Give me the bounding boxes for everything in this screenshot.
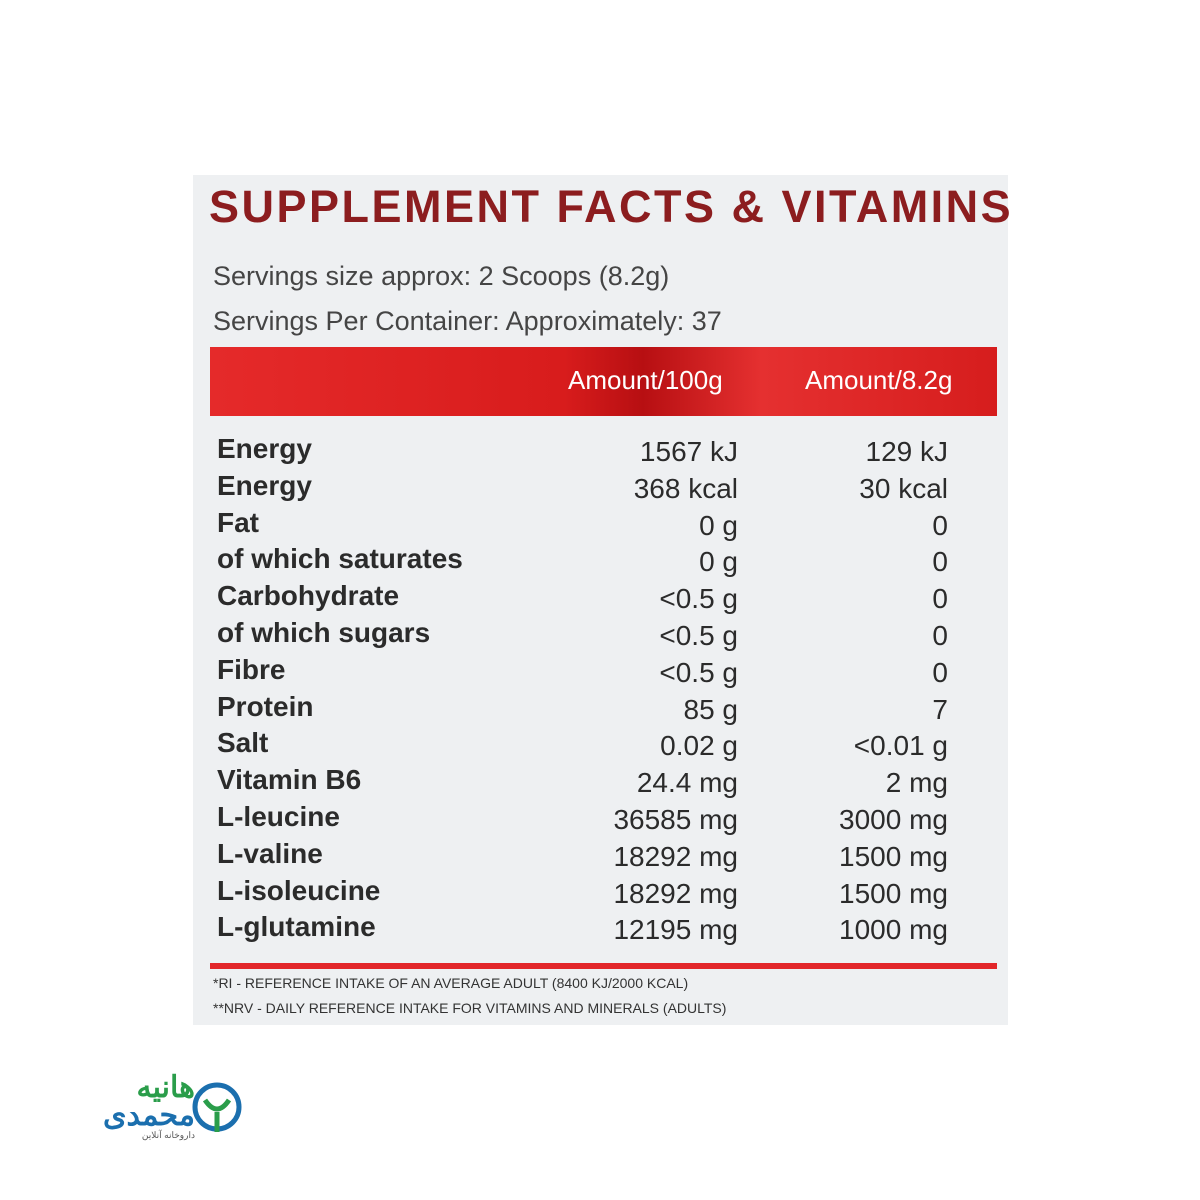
amount-serving: 1000 mg xyxy=(839,914,948,946)
footnote: **NRV - DAILY REFERENCE INTAKE FOR VITAM… xyxy=(213,1000,727,1016)
amount-serving: <0.01 g xyxy=(853,730,948,762)
amount-serving: 1500 mg xyxy=(839,877,948,909)
amount-100g: <0.5 g xyxy=(659,656,738,688)
row-label: L-valine xyxy=(217,837,323,869)
amount-100g: 85 g xyxy=(683,693,739,725)
amount-serving: 1500 mg xyxy=(839,840,948,872)
row-label: Energy xyxy=(217,433,312,464)
amount-100g: 18292 mg xyxy=(613,877,738,909)
logo-tagline: داروخانه آنلاین xyxy=(141,1130,195,1140)
amount-100g: <0.5 g xyxy=(659,620,738,651)
row-label: Energy xyxy=(217,469,312,501)
amount-serving: 2 mg xyxy=(885,767,948,799)
logo-text: محمدی xyxy=(102,1099,195,1132)
amount-serving: 129 kJ xyxy=(865,436,949,467)
amount-100g: 24.4 mg xyxy=(636,767,738,799)
amount-serving: 0 xyxy=(932,656,948,688)
row-label: Vitamin B6 xyxy=(217,764,362,796)
row-label: Salt xyxy=(217,727,269,759)
row-label: Fat xyxy=(217,506,259,538)
amount-100g: 0 g xyxy=(699,509,738,541)
amount-serving: 3000 mg xyxy=(839,804,948,835)
row-label: Protein xyxy=(217,690,314,722)
row-label: L-isoleucine xyxy=(217,874,381,906)
amount-100g: 12195 mg xyxy=(613,914,738,946)
amount-serving: 30 kcal xyxy=(859,472,948,504)
title: SUPPLEMENT FACTS & VITAMINS xyxy=(209,181,1014,232)
divider xyxy=(210,963,997,969)
logo-cup xyxy=(202,1098,232,1112)
amount-100g: 0 g xyxy=(699,546,738,578)
amount-serving: 0 xyxy=(932,583,948,615)
serving-line: Servings Per Container: Approximately: 3… xyxy=(213,306,722,336)
row-label: L-glutamine xyxy=(217,911,376,943)
amount-serving: 0 xyxy=(932,546,948,578)
header-band: Amount/100g Amount/8.2g xyxy=(210,347,997,416)
logo-icon xyxy=(192,1082,242,1132)
row-label: L-leucine xyxy=(217,801,340,832)
amount-100g: 1567 kJ xyxy=(639,436,738,467)
row-label: Fibre xyxy=(217,653,286,685)
column-header: Amount/100g xyxy=(568,365,723,395)
row-label: of which sugars xyxy=(217,617,431,648)
logo-text: هانیه xyxy=(136,1071,195,1104)
label-panel: SUPPLEMENT FACTS & VITAMINS Servings siz… xyxy=(193,175,1011,1025)
row-label: Carbohydrate xyxy=(217,580,400,612)
amount-serving: 0 xyxy=(932,620,948,651)
logo: هانیه محمدی داروخانه آنلاین xyxy=(55,1070,255,1145)
amount-serving: 7 xyxy=(932,693,948,725)
column-header: Amount/8.2g xyxy=(805,365,953,395)
amount-serving: 0 xyxy=(932,509,948,541)
amount-100g: 0.02 g xyxy=(660,730,738,762)
serving-line: Servings size approx: 2 Scoops (8.2g) xyxy=(213,261,670,291)
amount-100g: 18292 mg xyxy=(613,840,738,872)
row-label: of which saturates xyxy=(217,543,463,575)
amount-100g: 36585 mg xyxy=(613,804,738,835)
footnote: *RI - REFERENCE INTAKE OF AN AVERAGE ADU… xyxy=(213,975,689,991)
amount-100g: <0.5 g xyxy=(659,583,738,615)
amount-100g: 368 kcal xyxy=(633,472,738,504)
